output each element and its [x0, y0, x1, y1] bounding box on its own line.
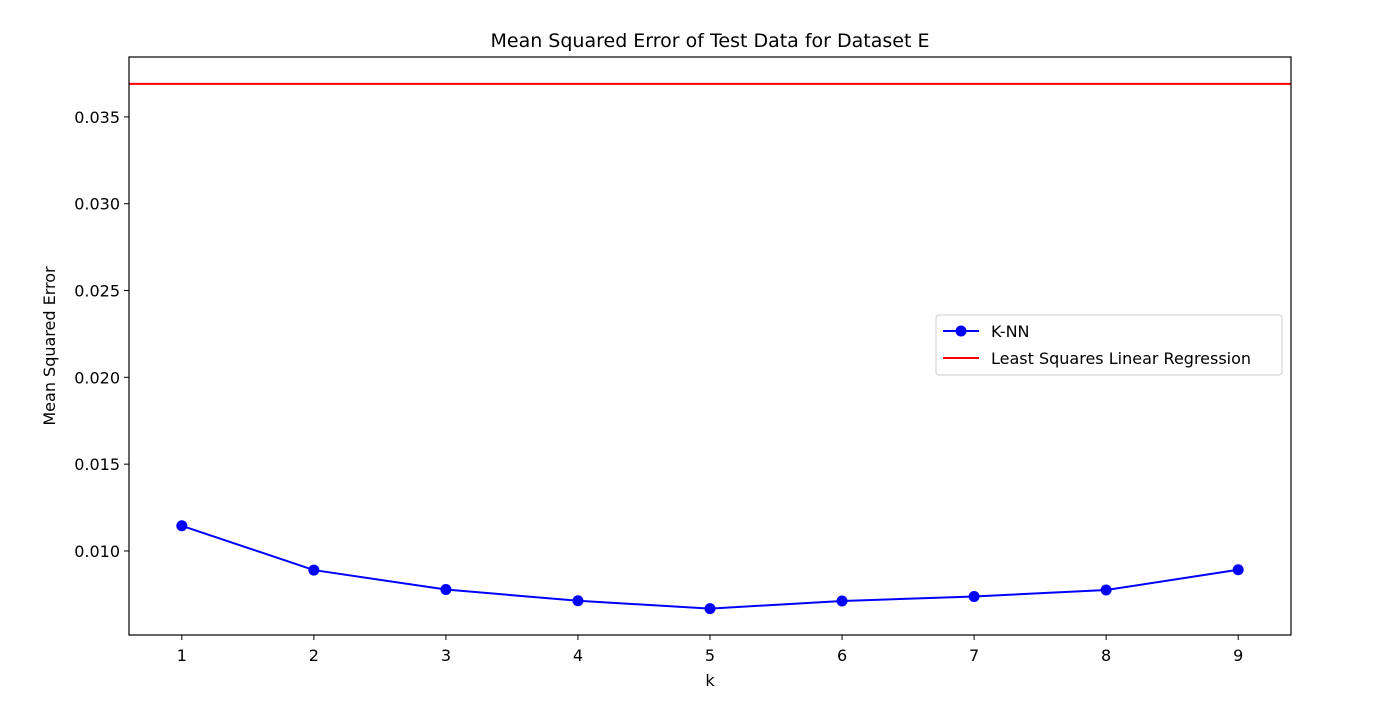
- x-axis-title: k: [705, 671, 715, 690]
- y-tick-label: 0.015: [74, 455, 120, 474]
- x-tick-label: 5: [705, 646, 715, 665]
- y-axis-title: Mean Squared Error: [40, 266, 59, 426]
- knn-point: [440, 584, 452, 596]
- y-tick-label: 0.010: [74, 542, 120, 561]
- y-tick-label: 0.030: [74, 195, 120, 214]
- x-tick-label: 3: [441, 646, 451, 665]
- legend-knn-label: K-NN: [991, 322, 1030, 341]
- x-tick-label: 8: [1101, 646, 1111, 665]
- plot-frame: [128, 56, 1292, 636]
- chart-title: Mean Squared Error of Test Data for Data…: [491, 30, 930, 52]
- legend-knn-marker: [955, 325, 967, 337]
- legend-lslr-label: Least Squares Linear Regression: [991, 349, 1251, 368]
- knn-point: [1232, 564, 1244, 576]
- knn-point: [176, 520, 188, 532]
- x-tick-label: 7: [969, 646, 979, 665]
- x-tick-label: 6: [837, 646, 847, 665]
- knn-point: [704, 603, 716, 615]
- x-tick-label: 2: [309, 646, 319, 665]
- knn-point: [968, 590, 980, 602]
- knn-point: [572, 595, 584, 607]
- x-tick-label: 9: [1233, 646, 1243, 665]
- y-tick-label: 0.020: [74, 368, 120, 387]
- axes: 1 2 3 4 5 6 7 8 9 0.010 0.015 0.020 0.025 0.030 0.035: [74, 108, 1243, 665]
- knn-point: [1100, 584, 1112, 596]
- x-tick-label: 4: [573, 646, 583, 665]
- legend-box: [935, 314, 1283, 376]
- y-tick-label: 0.035: [74, 108, 120, 127]
- knn-point: [836, 595, 848, 607]
- y-tick-label: 0.025: [74, 282, 120, 301]
- legend: K-NN Least Squares Linear Regression: [935, 314, 1283, 376]
- knn-point: [308, 564, 320, 576]
- plot-area: [129, 82, 1291, 615]
- x-tick-label: 1: [177, 646, 187, 665]
